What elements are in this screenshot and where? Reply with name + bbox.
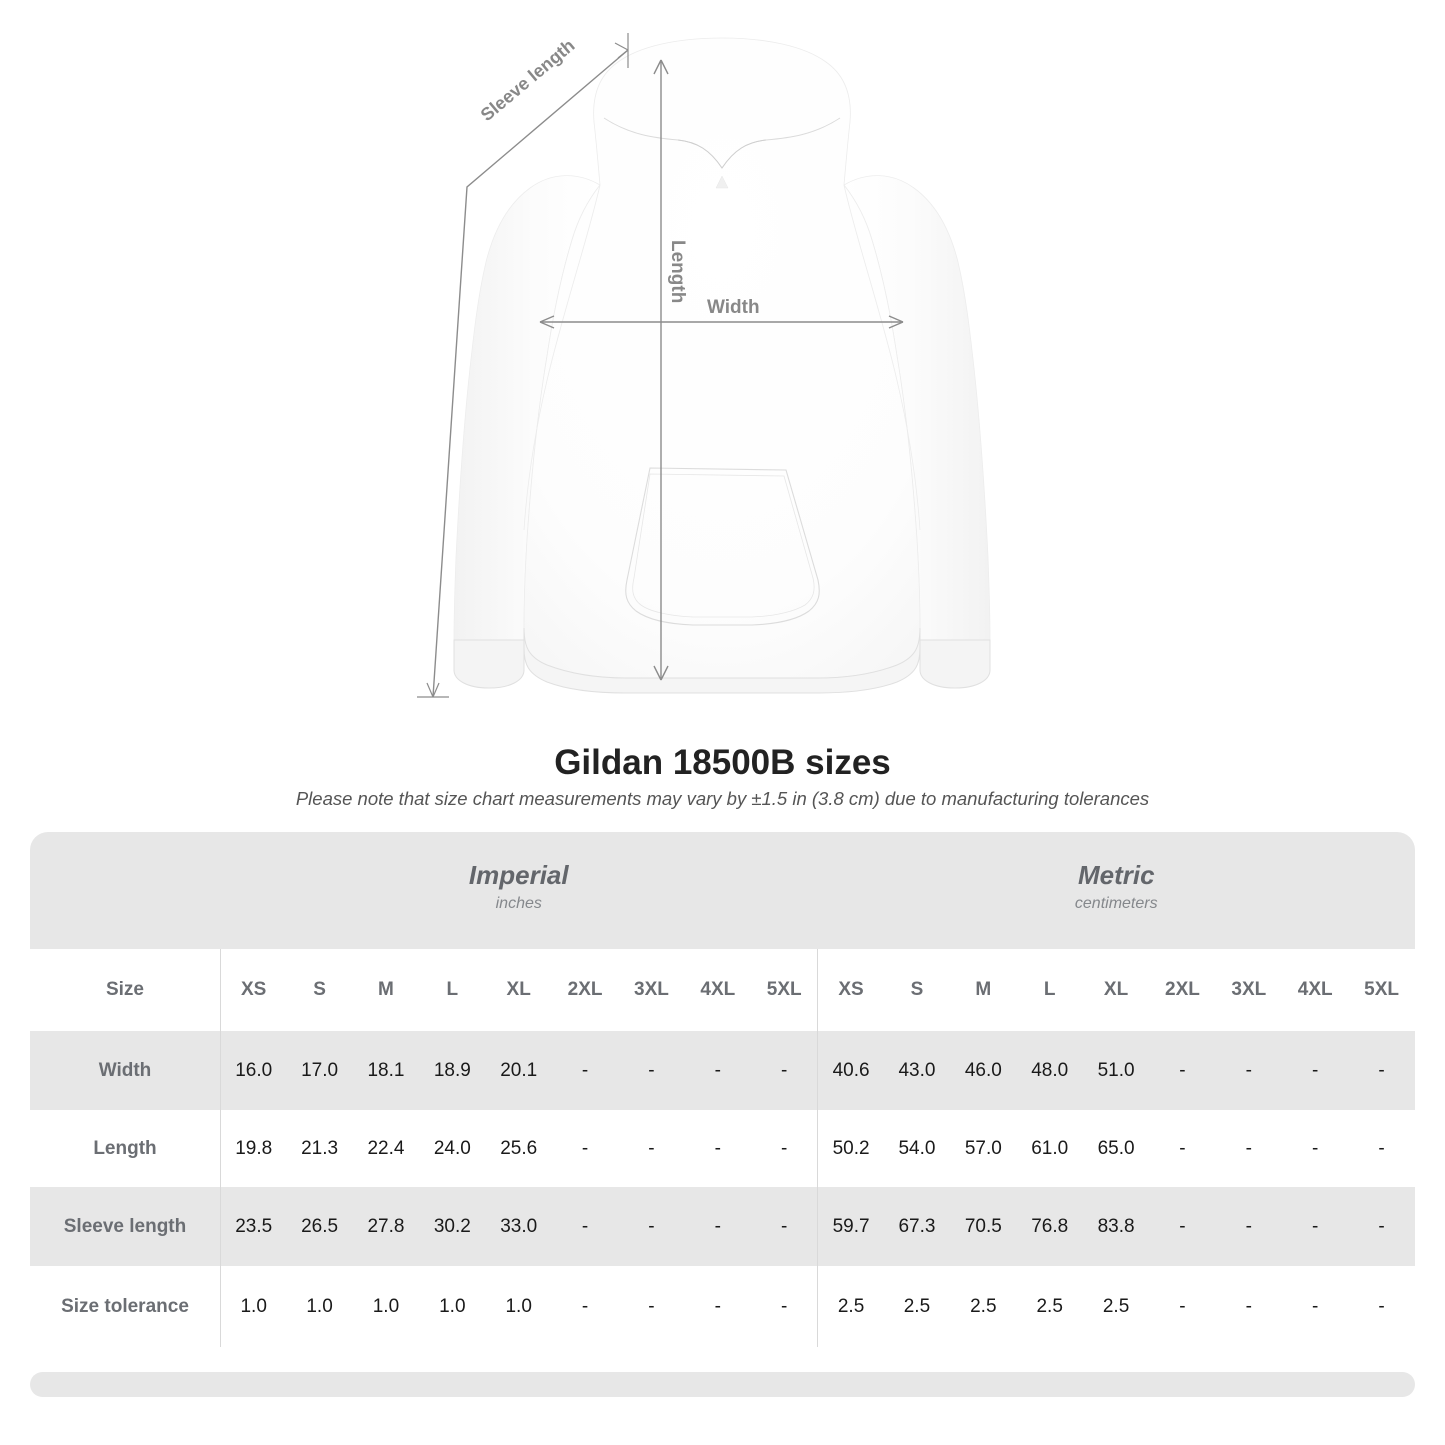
svg-text:Width: Width xyxy=(707,297,760,318)
svg-text:Sleeve length: Sleeve length xyxy=(477,35,579,125)
svg-text:Length: Length xyxy=(667,240,688,303)
